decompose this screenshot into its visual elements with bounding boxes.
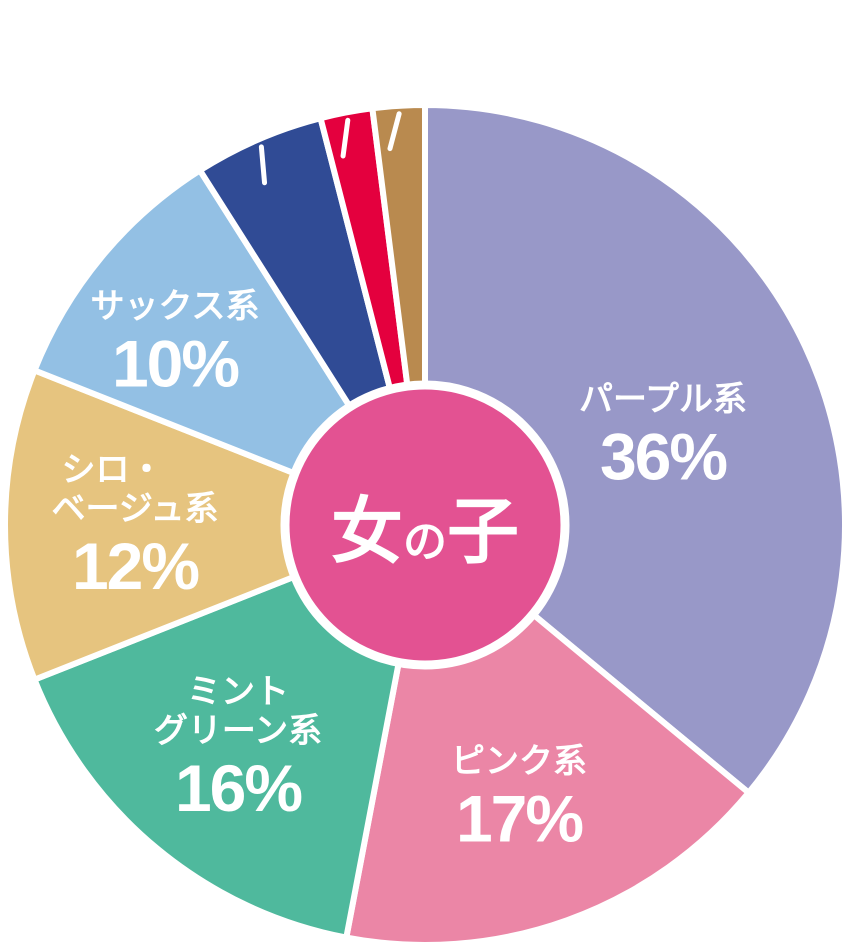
- slice-tick-mark: [340, 117, 351, 159]
- slice-name: サックス系: [90, 286, 260, 327]
- center-label: 女の子: [331, 473, 519, 578]
- slice-percent: 17%: [455, 781, 584, 856]
- label-sax: サックス系 10%: [90, 286, 260, 403]
- slice-percent: 10%: [111, 326, 240, 401]
- center-circle: [280, 380, 570, 670]
- slice-percent: 12%: [71, 529, 200, 604]
- slice-tick-mark: [258, 144, 268, 186]
- slice-name: ピンク系: [451, 741, 587, 782]
- label-mint: ミント グリーン系 16%: [153, 671, 323, 827]
- center-char: 女: [330, 489, 403, 574]
- slice-tick-mark: [387, 111, 402, 152]
- slice-name-line1: ミント: [187, 671, 289, 712]
- slice-name: パープル系: [579, 379, 747, 420]
- slice-percent: 16%: [174, 751, 303, 826]
- label-purple: パープル系 36%: [579, 379, 747, 496]
- slice-name-line2: グリーン系: [153, 711, 323, 752]
- slice-name-line1: シロ・: [61, 449, 164, 490]
- label-pink: ピンク系 17%: [451, 741, 587, 858]
- slice-percent: 36%: [599, 419, 728, 494]
- label-beige: シロ・ ベージュ系 12%: [51, 449, 219, 605]
- center-char: 子: [447, 489, 520, 574]
- pie-slice: [2, 367, 428, 683]
- center-char: の: [403, 516, 447, 568]
- pie-slice: [422, 102, 848, 796]
- slice-name-line2: ベージュ系: [51, 489, 219, 530]
